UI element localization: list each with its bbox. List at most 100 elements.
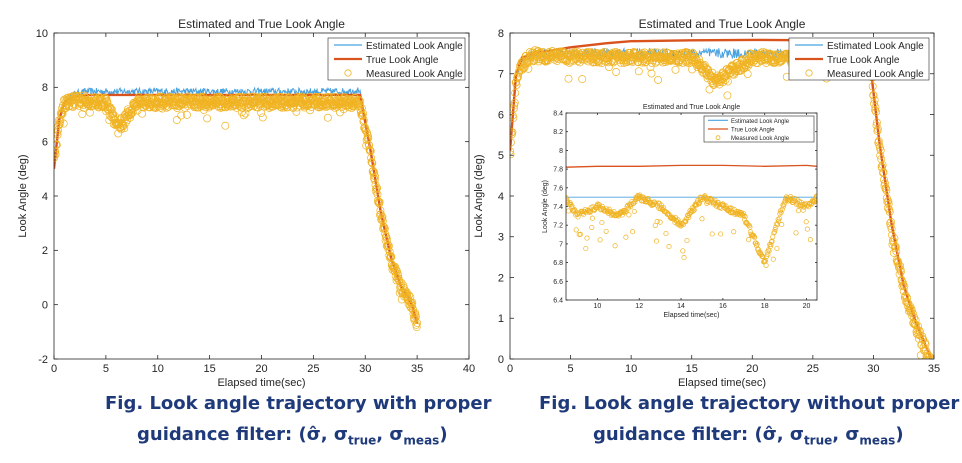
x-tick-label: 15: [204, 363, 216, 375]
data-point-measured: [880, 175, 888, 184]
data-point-measured: [870, 99, 879, 108]
data-point-measured: [779, 222, 785, 228]
data-point-measured: [758, 47, 767, 56]
data-point-measured: [873, 125, 882, 134]
data-point-measured: [803, 219, 809, 225]
plot-area: [566, 113, 817, 300]
x-tick-label: 30: [867, 363, 879, 375]
y-tick-label: 7.2: [553, 223, 563, 230]
caption-left-sub-meas: meas: [403, 433, 440, 448]
chart-title: Estimated and True Look Angle: [643, 104, 740, 111]
data-point-measured: [889, 248, 898, 257]
x-tick-label: 12: [635, 303, 643, 310]
data-point-measured: [87, 94, 96, 102]
y-tick-label: 8.2: [553, 129, 563, 136]
data-point-measured: [903, 293, 912, 302]
data-point-measured: [587, 209, 593, 215]
y-tick-label: 8: [498, 28, 504, 40]
data-point-measured: [510, 128, 517, 137]
caption-left-prefix: guidance filter: (: [137, 424, 307, 445]
data-point-measured: [671, 65, 680, 74]
data-point-measured: [800, 207, 806, 213]
data-point-measured: [882, 186, 891, 195]
data-point-measured: [899, 280, 908, 289]
data-point-measured: [776, 218, 782, 224]
caption-right-sym-hat: σ̂: [762, 424, 777, 445]
data-point-measured: [768, 239, 775, 245]
y-tick-label: 6.4: [553, 297, 563, 304]
data-point-measured: [378, 212, 387, 221]
data-point-measured: [198, 96, 207, 105]
data-point-measured: [691, 207, 697, 213]
caption-right-sub-true: true: [803, 433, 833, 448]
data-point-measured: [813, 195, 817, 201]
caption-left-line1: Fig. Look angle trajectory with proper: [105, 392, 492, 416]
legend-label: True Look Angle: [827, 55, 900, 66]
data-point-measured: [718, 231, 724, 237]
data-point-measured: [896, 261, 904, 270]
data-point-measured: [125, 113, 134, 122]
y-tick-label: 4: [498, 191, 504, 203]
y-tick-label: 10: [36, 28, 48, 40]
data-point-measured: [59, 106, 68, 114]
series-estimated-line: [54, 86, 418, 322]
x-axis-label: Elapsed time(sec): [217, 377, 305, 389]
y-tick-label: 3: [498, 232, 504, 244]
data-point-measured: [702, 71, 711, 79]
data-point-measured: [623, 234, 629, 240]
data-point-measured: [885, 207, 894, 216]
data-point-measured: [383, 235, 392, 244]
data-point-measured: [902, 298, 911, 307]
data-point-measured: [891, 242, 900, 251]
x-tick-label: 0: [507, 363, 513, 375]
data-point-measured: [663, 230, 669, 237]
data-point-measured: [666, 244, 672, 250]
y-tick-label: 6.8: [553, 260, 563, 267]
data-point-measured: [578, 75, 587, 84]
data-point-measured: [226, 102, 235, 111]
caption-right-prefix: guidance filter: (: [593, 424, 763, 445]
data-point-measured: [754, 241, 760, 247]
data-point-measured: [583, 245, 589, 252]
data-point-measured: [599, 219, 605, 226]
data-point-measured: [886, 219, 895, 228]
data-point-measured: [510, 101, 519, 110]
data-point-measured: [871, 103, 880, 112]
y-tick-label: -2: [38, 354, 48, 366]
data-point-measured: [198, 93, 207, 102]
data-point-measured: [268, 100, 277, 108]
data-point-measured: [883, 204, 892, 212]
data-point-measured: [795, 208, 801, 214]
data-point-measured: [690, 53, 699, 62]
caption-left-suffix: ): [439, 424, 448, 445]
data-point-measured: [894, 257, 903, 266]
data-point-measured: [539, 48, 547, 57]
data-point-measured: [140, 103, 149, 112]
data-point-measured: [510, 114, 518, 123]
legend-label: Measured Look Angle: [366, 69, 463, 80]
axes-box: [509, 32, 935, 360]
legend: Estimated Look Angle True Look Angle Measu…: [703, 115, 815, 143]
y-axis-label: Look Angle (deg): [473, 154, 485, 237]
data-point-measured: [524, 64, 533, 73]
data-point-measured: [535, 49, 544, 58]
data-point-measured: [391, 272, 400, 281]
data-point-measured: [719, 74, 728, 83]
data-point-measured: [731, 229, 737, 235]
caption-right-line1: Fig. Look angle trajectory without prope…: [539, 392, 959, 416]
legend-swatch-measured: [344, 69, 352, 77]
data-point-measured: [760, 254, 766, 260]
data-point-measured: [355, 95, 363, 104]
y-tick-label: 7: [498, 69, 504, 81]
data-point-measured: [54, 150, 60, 159]
y-tick-label: 8.4: [553, 110, 563, 117]
data-point-measured: [407, 301, 416, 310]
x-tick-label: 15: [686, 363, 698, 375]
data-point-measured: [292, 107, 301, 116]
data-point-measured: [654, 219, 660, 225]
data-point-measured: [510, 150, 515, 159]
x-tick-label: 20: [746, 363, 758, 375]
data-point-measured: [741, 213, 747, 219]
data-point-measured: [350, 93, 359, 102]
